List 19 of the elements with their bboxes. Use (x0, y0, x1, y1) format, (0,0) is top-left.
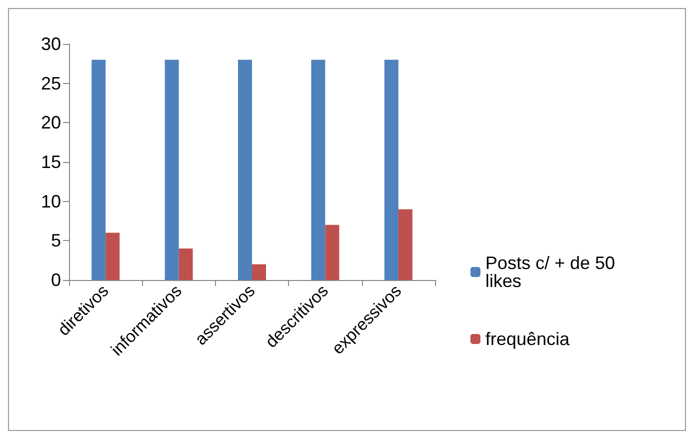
y-tick-label: 0 (50, 270, 61, 290)
y-tick-label: 10 (40, 191, 61, 212)
bar (92, 60, 106, 280)
bar (311, 60, 326, 280)
bar (238, 60, 252, 280)
bar (164, 60, 179, 280)
y-tick-label: 30 (40, 34, 61, 54)
y-tick-label: 5 (50, 230, 61, 251)
bar (398, 209, 412, 280)
bar (178, 248, 193, 280)
bar (252, 264, 266, 280)
legend-label: Posts c/ + de 50 likes (485, 253, 620, 291)
bar (384, 60, 398, 280)
y-tick-label: 25 (40, 73, 61, 94)
bar (106, 232, 120, 280)
y-tick-label: 15 (40, 152, 61, 172)
bar (325, 224, 340, 280)
legend-label: frequência (485, 329, 570, 349)
y-tick-label: 20 (40, 112, 61, 133)
